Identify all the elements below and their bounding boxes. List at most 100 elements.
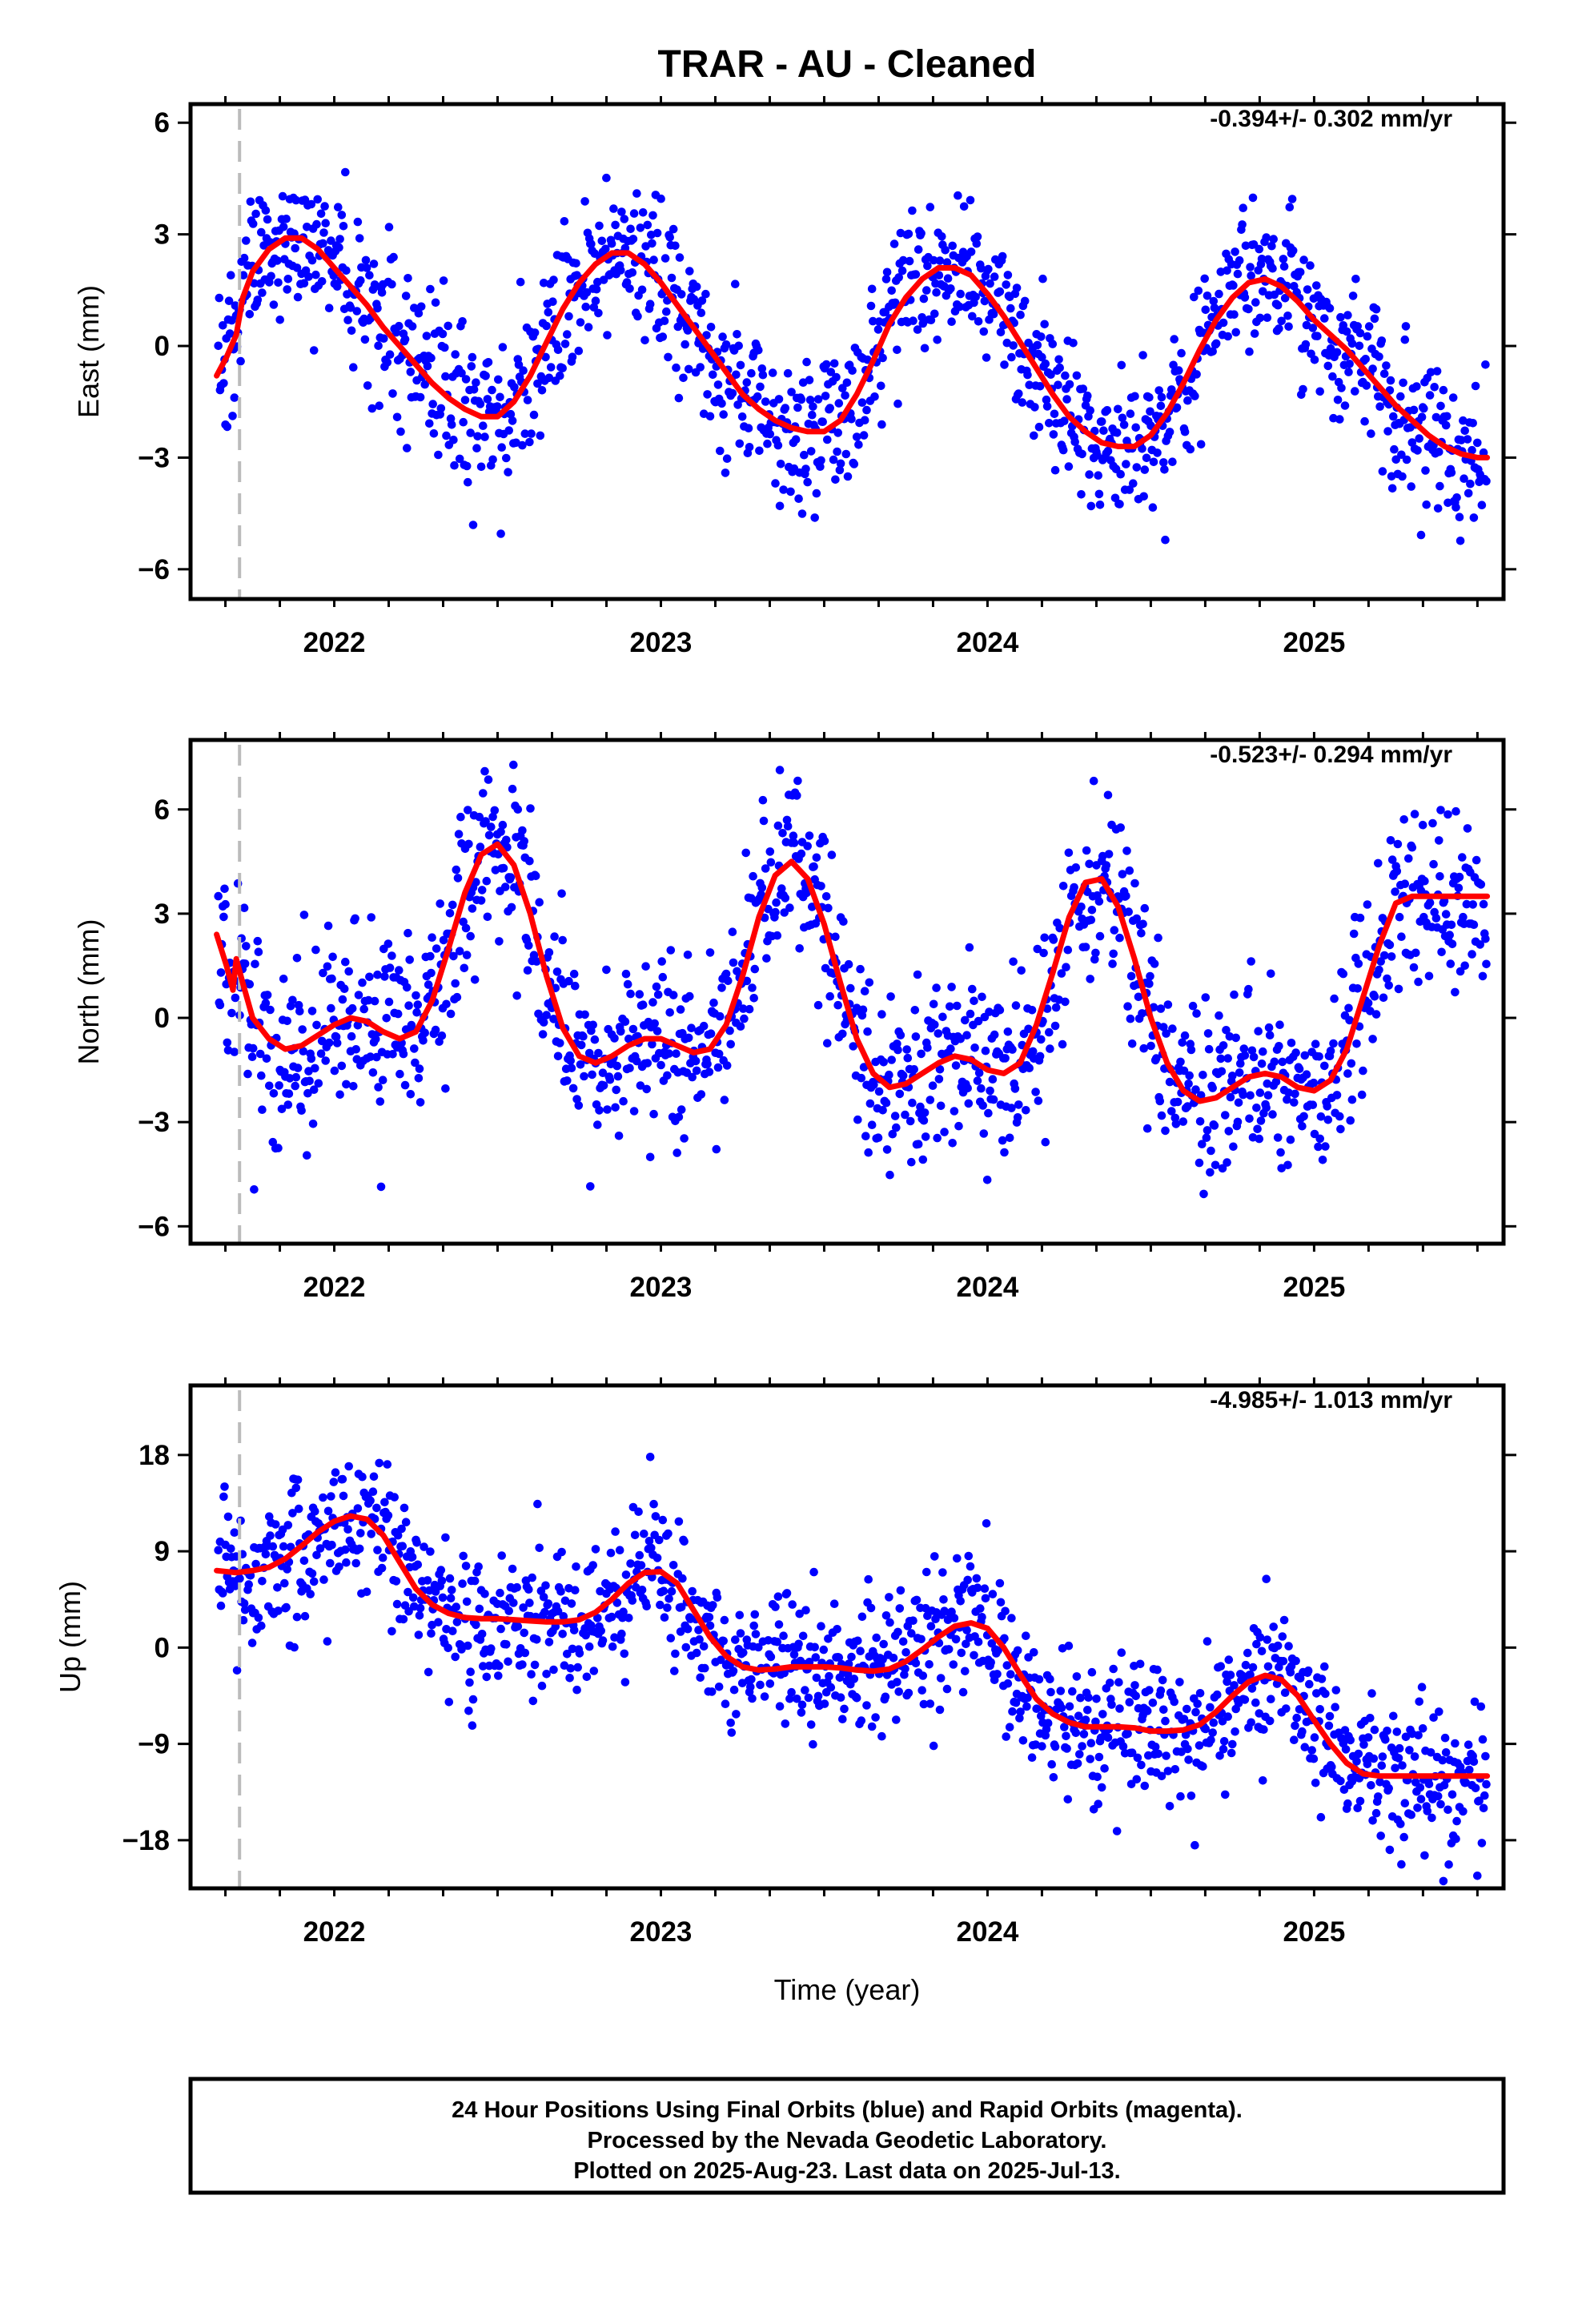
north-data-point (412, 991, 420, 1000)
up-data-point (1368, 1816, 1377, 1825)
up-data-point (834, 1653, 844, 1663)
up-data-point (1092, 1695, 1101, 1703)
north-data-point (307, 1007, 317, 1015)
up-data-point (953, 1554, 962, 1563)
up-data-point (556, 1587, 565, 1596)
east-data-point (581, 302, 590, 312)
north-data-point (951, 1061, 961, 1070)
east-data-point (773, 440, 783, 450)
east-data-point (973, 232, 982, 241)
up-data-point (929, 1741, 938, 1751)
up-data-point (475, 1604, 484, 1614)
up-data-point (670, 1667, 679, 1675)
north-data-point (1221, 1111, 1230, 1120)
east-data-point (1085, 470, 1094, 479)
north-data-point (265, 1081, 274, 1091)
north-data-point (412, 1007, 421, 1017)
east-data-point (786, 487, 795, 497)
north-data-point (328, 952, 337, 962)
east-data-point (736, 360, 745, 370)
east-data-point (1269, 235, 1278, 243)
north-data-point (483, 912, 492, 922)
up-data-point (1243, 1648, 1252, 1658)
up-data-point (266, 1531, 275, 1540)
east-data-point (447, 420, 456, 429)
north-data-point (614, 1132, 624, 1140)
up-data-point (1162, 1751, 1170, 1760)
up-data-point (1392, 1727, 1402, 1736)
north-data-point (262, 1054, 271, 1063)
east-data-point (1448, 393, 1458, 402)
east-data-point (283, 275, 293, 283)
up-data-point (1165, 1802, 1174, 1811)
north-data-point (349, 1082, 358, 1091)
up-data-point (343, 1525, 352, 1534)
up-data-point (1423, 1807, 1432, 1815)
north-data-point (885, 1070, 893, 1080)
east-data-point (423, 361, 432, 371)
north-data-point (620, 1017, 630, 1027)
up-data-point (970, 1651, 978, 1660)
up-data-point (1216, 1662, 1226, 1671)
north-data-point (657, 957, 666, 966)
up-data-point (1062, 1731, 1070, 1741)
north-data-point (455, 947, 464, 955)
up-data-point (274, 1606, 283, 1615)
up-data-point (447, 1586, 456, 1594)
up-data-point (1002, 1732, 1010, 1741)
up-data-point (1298, 1727, 1307, 1736)
up-data-point (288, 1509, 297, 1518)
east-data-point (1083, 391, 1092, 400)
north-data-point (1275, 1020, 1284, 1029)
up-data-point (280, 1578, 289, 1588)
north-data-point (625, 1063, 634, 1072)
up-data-point (727, 1728, 737, 1737)
north-data-point (230, 1047, 239, 1056)
up-data-point (1465, 1765, 1474, 1775)
north-data-point (823, 1039, 832, 1047)
up-data-point (1476, 1702, 1486, 1711)
north-data-point (482, 876, 492, 886)
east-data-point (1048, 340, 1058, 348)
up-data-point (544, 1599, 553, 1608)
east-data-point (1332, 348, 1342, 357)
up-data-point (907, 1629, 916, 1638)
east-data-point (597, 236, 607, 246)
north-data-point (913, 1140, 923, 1148)
east-data-point (488, 455, 497, 464)
north-data-point (1452, 806, 1460, 816)
east-data-point (1482, 476, 1491, 486)
north-data-point (789, 831, 798, 840)
north-data-point (1246, 1091, 1255, 1100)
east-data-point (826, 368, 836, 376)
up-data-point (1112, 1827, 1122, 1835)
east-data-point (959, 202, 969, 211)
north-data-point (374, 1083, 383, 1092)
up-data-point (424, 1667, 433, 1677)
east-data-point (442, 431, 451, 440)
east-data-point (601, 244, 610, 254)
north-data-point (879, 1058, 888, 1067)
east-data-point (1343, 311, 1352, 320)
up-data-point (950, 1614, 959, 1622)
up-data-point (1015, 1714, 1024, 1723)
north-data-point (1125, 866, 1134, 875)
up-data-point (575, 1649, 584, 1658)
east-data-point (1382, 361, 1391, 370)
north-data-point (1429, 859, 1438, 869)
east-data-point (1239, 203, 1247, 212)
east-data-point (775, 501, 785, 511)
north-data-point (586, 1182, 595, 1191)
east-data-point (1142, 453, 1151, 463)
up-data-point (327, 1540, 336, 1550)
east-data-point (1436, 401, 1445, 411)
east-data-point (1241, 241, 1251, 251)
east-data-point (628, 268, 637, 277)
east-data-point (383, 358, 392, 367)
north-data-point (1256, 1116, 1266, 1125)
up-data-point (557, 1547, 566, 1557)
east-data-point (1464, 489, 1473, 498)
up-data-point (843, 1670, 853, 1679)
up-data-point (1182, 1704, 1191, 1714)
